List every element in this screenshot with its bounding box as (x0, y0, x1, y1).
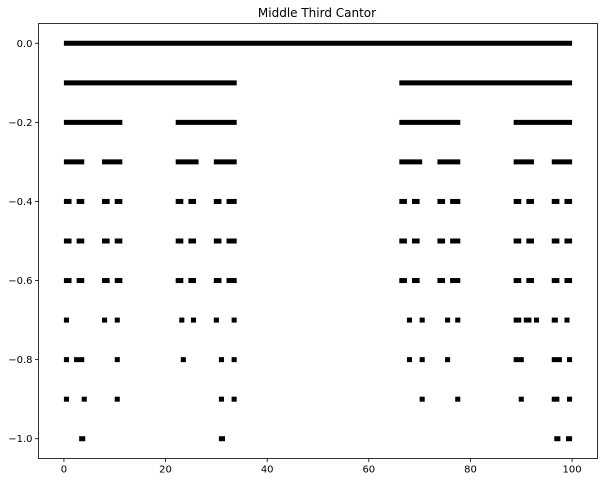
x-axis: 0 20 40 60 80 100 (61, 458, 582, 476)
y-tick-label: −1.0 (8, 434, 32, 445)
y-tick-label: 0.0 (17, 39, 33, 50)
x-tick-label: 0 (61, 465, 67, 476)
plot-area (63, 40, 573, 442)
x-tick-label: 80 (464, 465, 477, 476)
y-tick-label: −0.8 (8, 355, 32, 366)
chart-title: Middle Third Cantor (258, 6, 376, 20)
y-tick-label: −0.6 (8, 276, 32, 287)
axes-frame (38, 23, 598, 459)
y-tick-label: −0.2 (8, 118, 32, 129)
x-tick-label: 20 (159, 465, 172, 476)
x-tick-label: 60 (362, 465, 375, 476)
y-tick-label: −0.4 (8, 197, 32, 208)
x-tick-label: 40 (261, 465, 274, 476)
x-tick-label: 100 (563, 465, 582, 476)
y-axis: 0.0 −0.2 −0.4 −0.6 −0.8 −1.0 (8, 39, 39, 445)
